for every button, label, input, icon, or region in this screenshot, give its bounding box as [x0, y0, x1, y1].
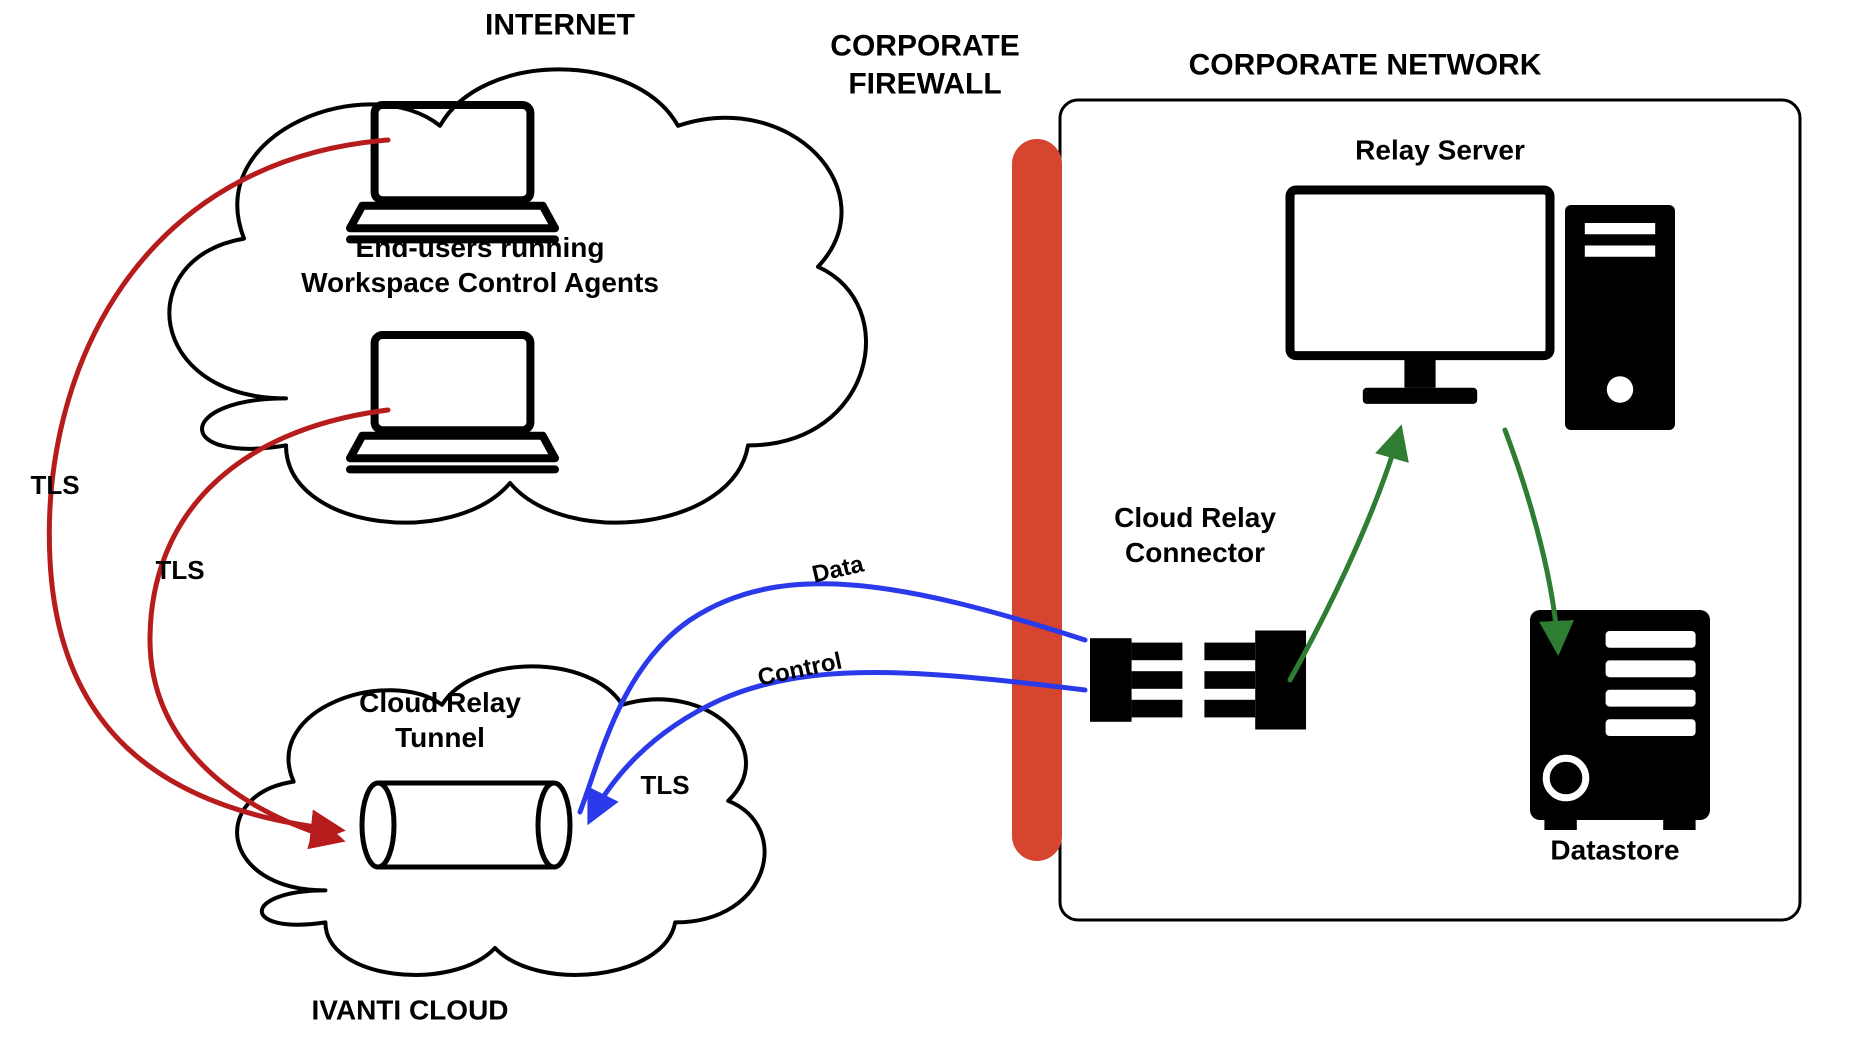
- tls-label-3: TLS: [640, 769, 689, 802]
- tunnel-left-icon: [362, 783, 394, 867]
- firewall-bar: [1013, 140, 1061, 860]
- cloud-relay-tunnel-label: Cloud Relay Tunnel: [359, 685, 521, 755]
- flow-arrow: [1290, 430, 1400, 680]
- end-users-label: End-users running Workspace Control Agen…: [301, 230, 659, 300]
- datastore-label: Datastore: [1550, 833, 1679, 868]
- internet-label: INTERNET: [485, 6, 635, 44]
- relay-server-label: Relay Server: [1355, 133, 1525, 168]
- relay-server-icon: [1290, 190, 1675, 430]
- tls-label-1: TLS: [30, 469, 79, 502]
- corporate-firewall-label: CORPORATE FIREWALL: [830, 28, 1019, 103]
- cloud-relay-connector-label: Cloud Relay Connector: [1114, 500, 1276, 570]
- connector-icon: [1090, 631, 1306, 730]
- corporate-network-label: CORPORATE NETWORK: [1189, 46, 1542, 84]
- tunnel-right-icon: [538, 783, 570, 867]
- ivanti-cloud-label: IVANTI CLOUD: [311, 993, 508, 1028]
- tls-label-2: TLS: [155, 554, 204, 587]
